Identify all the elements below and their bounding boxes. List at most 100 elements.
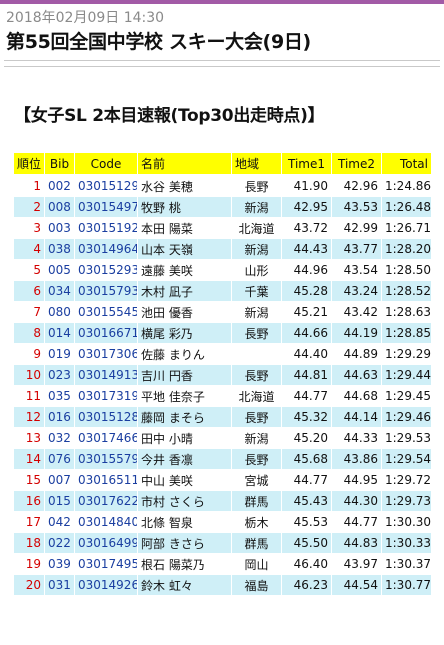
cell-region: 北海道	[232, 386, 282, 407]
cell-total: 1:30.30	[382, 512, 432, 533]
cell-total: 1:28.50	[382, 260, 432, 281]
table-row: 19 039 03017495 根石 陽菜乃 岡山 46.40 43.97 1:30.37	[14, 554, 432, 575]
cell-code: 03015579	[75, 449, 138, 470]
cell-time2: 44.63	[332, 365, 382, 386]
cell-code: 03014913	[75, 365, 138, 386]
cell-time2: 44.95	[332, 470, 382, 491]
cell-time2: 42.96	[332, 176, 382, 197]
cell-rank: 4	[14, 239, 45, 260]
header-rank: 順位	[14, 153, 45, 176]
cell-rank: 19	[14, 554, 45, 575]
cell-time1: 43.72	[282, 218, 332, 239]
cell-rank: 18	[14, 533, 45, 554]
cell-code: 03017466	[75, 428, 138, 449]
cell-code: 03017306	[75, 344, 138, 365]
header-time1: Time1	[282, 153, 332, 176]
cell-name: 中山 美咲	[138, 470, 232, 491]
cell-region: 新潟	[232, 239, 282, 260]
cell-time1: 41.90	[282, 176, 332, 197]
cell-region: 長野	[232, 449, 282, 470]
cell-time2: 44.83	[332, 533, 382, 554]
cell-rank: 6	[14, 281, 45, 302]
cell-code: 03016511	[75, 470, 138, 491]
cell-total: 1:28.85	[382, 323, 432, 344]
cell-bib: 005	[45, 260, 75, 281]
cell-region: 群馬	[232, 491, 282, 512]
table-row: 6 034 03015793 木村 凪子 千葉 45.28 43.24 1:28.52	[14, 281, 432, 302]
section-title: 【女子SL 2本目速報(Top30出走時点)】	[14, 106, 325, 126]
cell-name: 鈴木 虹々	[138, 575, 232, 596]
cell-time2: 43.77	[332, 239, 382, 260]
cell-bib: 014	[45, 323, 75, 344]
table-row: 18 022 03016499 阿部 きさら 群馬 45.50 44.83 1:30.33	[14, 533, 432, 554]
cell-region: 北海道	[232, 218, 282, 239]
cell-total: 1:26.48	[382, 197, 432, 218]
table-row: 16 015 03017622 市村 さくら 群馬 45.43 44.30 1:29.73	[14, 491, 432, 512]
cell-rank: 16	[14, 491, 45, 512]
cell-time1: 46.23	[282, 575, 332, 596]
cell-region: 群馬	[232, 533, 282, 554]
cell-time2: 43.42	[332, 302, 382, 323]
cell-rank: 5	[14, 260, 45, 281]
cell-code: 03015128	[75, 407, 138, 428]
table-row: 14 076 03015579 今井 香凛 長野 45.68 43.86 1:29.54	[14, 449, 432, 470]
cell-rank: 11	[14, 386, 45, 407]
cell-rank: 10	[14, 365, 45, 386]
cell-rank: 13	[14, 428, 45, 449]
cell-time2: 42.99	[332, 218, 382, 239]
table-row: 20 031 03014926 鈴木 虹々 福島 46.23 44.54 1:30.77	[14, 575, 432, 596]
cell-region: 山形	[232, 260, 282, 281]
table-header-row: 順位 Bib Code 名前 地域 Time1 Time2 Total	[14, 153, 432, 176]
table-row: 7 080 03015545 池田 優香 新潟 45.21 43.42 1:28.63	[14, 302, 432, 323]
cell-bib: 023	[45, 365, 75, 386]
header-total: Total	[382, 153, 432, 176]
cell-rank: 20	[14, 575, 45, 596]
cell-total: 1:28.63	[382, 302, 432, 323]
cell-time1: 44.81	[282, 365, 332, 386]
cell-bib: 080	[45, 302, 75, 323]
table-row: 15 007 03016511 中山 美咲 宮城 44.77 44.95 1:29.72	[14, 470, 432, 491]
cell-time1: 46.40	[282, 554, 332, 575]
cell-time2: 44.89	[332, 344, 382, 365]
cell-region: 長野	[232, 323, 282, 344]
cell-total: 1:29.72	[382, 470, 432, 491]
cell-code: 03015192	[75, 218, 138, 239]
cell-name: 木村 凪子	[138, 281, 232, 302]
cell-code: 03017495	[75, 554, 138, 575]
cell-total: 1:29.73	[382, 491, 432, 512]
cell-region: 岡山	[232, 554, 282, 575]
table-row: 1 002 03015129 水谷 美穂 長野 41.90 42.96 1:24.86	[14, 176, 432, 197]
cell-bib: 042	[45, 512, 75, 533]
cell-time2: 44.19	[332, 323, 382, 344]
cell-bib: 008	[45, 197, 75, 218]
cell-code: 03014964	[75, 239, 138, 260]
header-time2: Time2	[332, 153, 382, 176]
cell-total: 1:29.54	[382, 449, 432, 470]
cell-name: 平地 佳奈子	[138, 386, 232, 407]
cell-time1: 44.66	[282, 323, 332, 344]
title-divider	[4, 60, 440, 61]
cell-total: 1:29.45	[382, 386, 432, 407]
cell-total: 1:29.53	[382, 428, 432, 449]
cell-rank: 17	[14, 512, 45, 533]
cell-time1: 42.95	[282, 197, 332, 218]
cell-time1: 45.68	[282, 449, 332, 470]
cell-code: 03015793	[75, 281, 138, 302]
cell-bib: 034	[45, 281, 75, 302]
cell-bib: 076	[45, 449, 75, 470]
cell-code: 03015293	[75, 260, 138, 281]
cell-name: 佐藤 まりん	[138, 344, 232, 365]
cell-name: 遠藤 美咲	[138, 260, 232, 281]
cell-name: 田中 小晴	[138, 428, 232, 449]
header-region: 地域	[232, 153, 282, 176]
table-row: 10 023 03014913 吉川 円香 長野 44.81 44.63 1:29.44	[14, 365, 432, 386]
cell-region: 新潟	[232, 428, 282, 449]
cell-total: 1:30.37	[382, 554, 432, 575]
cell-time2: 43.97	[332, 554, 382, 575]
header-code: Code	[75, 153, 138, 176]
table-row: 4 038 03014964 山本 天嶺 新潟 44.43 43.77 1:28.20	[14, 239, 432, 260]
cell-total: 1:30.77	[382, 575, 432, 596]
table-row: 9 019 03017306 佐藤 まりん 44.40 44.89 1:29.29	[14, 344, 432, 365]
cell-total: 1:28.52	[382, 281, 432, 302]
cell-bib: 007	[45, 470, 75, 491]
